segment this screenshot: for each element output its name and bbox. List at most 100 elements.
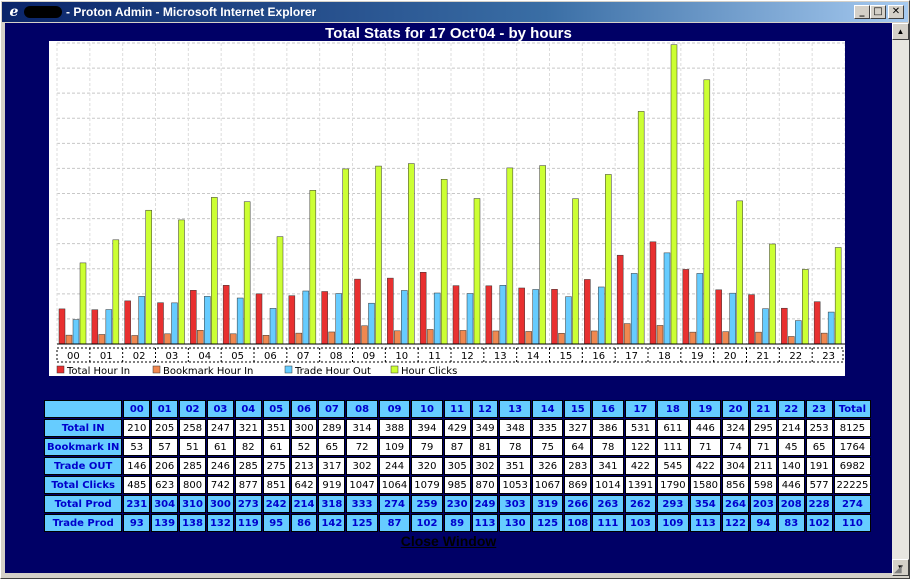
row-label: Total Prod	[44, 495, 123, 513]
table-cell: 422	[689, 457, 722, 475]
bar-total-hour-in	[222, 285, 230, 345]
x-tick-label: 14	[527, 351, 540, 362]
table-cell: 71	[749, 438, 777, 456]
table-cell: 78	[499, 438, 531, 456]
bar-bookmark-hour-in	[755, 331, 762, 345]
table-cell: 109	[657, 514, 689, 532]
minimize-icon: _	[859, 6, 865, 17]
table-cell: 305	[443, 457, 471, 475]
bar-total-hour-in	[813, 301, 821, 345]
column-header: 17	[624, 400, 657, 418]
bar-total-hour-in	[288, 295, 296, 345]
legend-label: Hour Clicks	[401, 366, 457, 376]
internet-explorer-icon[interactable]: e	[9, 4, 19, 20]
bar-bookmark-hour-in	[820, 332, 828, 345]
table-cell: 130	[499, 514, 531, 532]
maximize-button[interactable]: □	[870, 5, 886, 19]
table-cell: 386	[592, 419, 624, 437]
column-header: 00	[123, 400, 151, 418]
table-cell: 275	[262, 457, 290, 475]
legend-swatch	[56, 365, 65, 374]
stats-table: 00 01 02 03 04 05 06 07 08 09 10 11 12 13 14 15 16 17 18 19…	[43, 399, 873, 533]
minimize-button[interactable]: _	[854, 5, 870, 19]
column-header: 08	[346, 400, 378, 418]
table-cell: 320	[411, 457, 443, 475]
bar-bookmark-hour-in	[164, 333, 171, 345]
bar-bookmark-hour-in	[656, 325, 664, 345]
row-label: Trade Prod	[44, 514, 123, 532]
x-tick-label: 03	[166, 351, 179, 362]
column-header: 15	[564, 400, 592, 418]
table-cell: 246	[206, 457, 234, 475]
close-button[interactable]: ✕	[888, 5, 904, 19]
table-cell: 262	[624, 495, 657, 513]
table-cell: 341	[592, 457, 624, 475]
scroll-down-button[interactable]: ▼	[892, 559, 909, 576]
maximize-icon: □	[873, 6, 883, 17]
table-cell: 108	[564, 514, 592, 532]
table-cell: 94	[749, 514, 777, 532]
table-cell: 273	[234, 495, 262, 513]
column-header: 06	[290, 400, 318, 418]
table-cell: 83	[777, 514, 805, 532]
table-cell: 283	[564, 457, 592, 475]
scroll-down-icon: ▼	[896, 563, 905, 572]
bar-total-hour-in	[354, 278, 361, 345]
title-bar[interactable]: e - Proton Admin - Microsoft Internet Ex…	[2, 2, 908, 22]
table-cell: 122	[624, 438, 657, 456]
table-cell: 8125	[833, 419, 872, 437]
table-cell: 64	[564, 438, 592, 456]
bar-trade-hour-out	[433, 292, 441, 345]
table-cell: 191	[805, 457, 833, 475]
column-header: 12	[471, 400, 499, 418]
table-cell: 869	[564, 476, 592, 494]
bar-bookmark-hour-in	[623, 323, 631, 345]
vertical-scrollbar[interactable]: ▲ ▼	[892, 23, 909, 576]
table-cell: 800	[179, 476, 206, 494]
table-cell: 351	[499, 457, 531, 475]
bar-hour-clicks	[309, 190, 317, 345]
x-tick-label: 04	[198, 351, 211, 362]
table-cell: 74	[722, 438, 749, 456]
column-header: 16	[592, 400, 624, 418]
table-cell: 89	[443, 514, 471, 532]
table-cell: 349	[471, 419, 499, 437]
table-cell: 429	[443, 419, 471, 437]
table-cell: 623	[151, 476, 179, 494]
bar-bookmark-hour-in	[361, 325, 368, 345]
bar-bookmark-hour-in	[525, 331, 532, 345]
bar-total-hour-in	[781, 307, 788, 345]
bar-trade-hour-out	[729, 292, 736, 345]
x-tick-label: 11	[428, 351, 441, 362]
table-cell: 140	[777, 457, 805, 475]
table-cell: 394	[411, 419, 443, 437]
bar-trade-hour-out	[466, 293, 474, 345]
table-cell: 87	[378, 514, 411, 532]
table-cell: 52	[290, 438, 318, 456]
table-cell: 205	[151, 419, 179, 437]
table-cell: 1047	[346, 476, 378, 494]
bar-bookmark-hour-in	[394, 330, 401, 345]
table-cell: 79	[411, 438, 443, 456]
x-axis-label-band	[56, 347, 844, 363]
table-cell: 110	[833, 514, 872, 532]
table-cell: 65	[805, 438, 833, 456]
legend-swatch	[284, 365, 293, 374]
resize-grip-icon[interactable]: ◢	[894, 564, 902, 575]
table-cell: 545	[657, 457, 689, 475]
bar-bookmark-hour-in	[98, 334, 106, 345]
bar-hour-clicks	[342, 168, 349, 345]
x-tick-label: 20	[724, 351, 737, 362]
x-tick-label: 08	[330, 351, 343, 362]
bar-chart: 00 01 02 03 04 05 06 07 08 09 10 11 12 13 14 15 16 17 18 19…	[56, 42, 846, 377]
bar-hour-clicks	[572, 198, 579, 345]
x-tick-label: 19	[691, 351, 704, 362]
bar-trade-hour-out	[335, 293, 342, 345]
scroll-up-button[interactable]: ▲	[892, 23, 909, 40]
close-window-link[interactable]: Close Window	[400, 533, 497, 549]
bar-hour-clicks	[506, 167, 514, 345]
table-cell: 132	[206, 514, 234, 532]
table-cell: 102	[805, 514, 833, 532]
bar-hour-clicks	[112, 239, 120, 345]
bar-bookmark-hour-in	[459, 330, 467, 345]
